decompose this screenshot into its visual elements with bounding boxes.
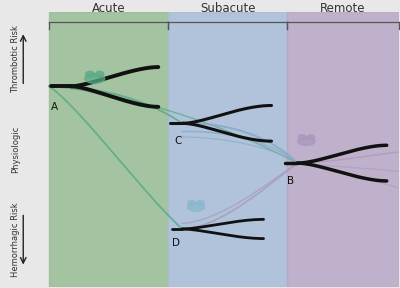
Text: C: C bbox=[174, 136, 182, 146]
Ellipse shape bbox=[298, 137, 315, 145]
Ellipse shape bbox=[187, 203, 205, 211]
Bar bbox=[287, 12, 399, 287]
Text: Subacute: Subacute bbox=[200, 2, 256, 15]
Circle shape bbox=[188, 200, 195, 206]
Text: Thrombotic Risk: Thrombotic Risk bbox=[11, 25, 20, 93]
Text: B: B bbox=[286, 176, 294, 186]
Circle shape bbox=[96, 71, 104, 77]
Ellipse shape bbox=[85, 74, 105, 84]
Text: Hemorrhagic Risk: Hemorrhagic Risk bbox=[11, 203, 20, 277]
Text: Acute: Acute bbox=[92, 2, 126, 15]
Text: A: A bbox=[51, 102, 58, 111]
Circle shape bbox=[86, 71, 94, 77]
Circle shape bbox=[298, 135, 306, 140]
Text: Physiologic: Physiologic bbox=[11, 126, 20, 173]
Bar bbox=[168, 12, 287, 287]
Text: Remote: Remote bbox=[320, 2, 366, 15]
Circle shape bbox=[307, 135, 314, 140]
Text: D: D bbox=[172, 238, 180, 248]
Circle shape bbox=[197, 200, 204, 206]
Bar bbox=[49, 12, 168, 287]
